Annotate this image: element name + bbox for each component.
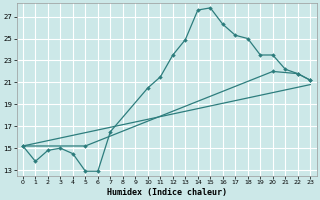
- X-axis label: Humidex (Indice chaleur): Humidex (Indice chaleur): [107, 188, 227, 197]
